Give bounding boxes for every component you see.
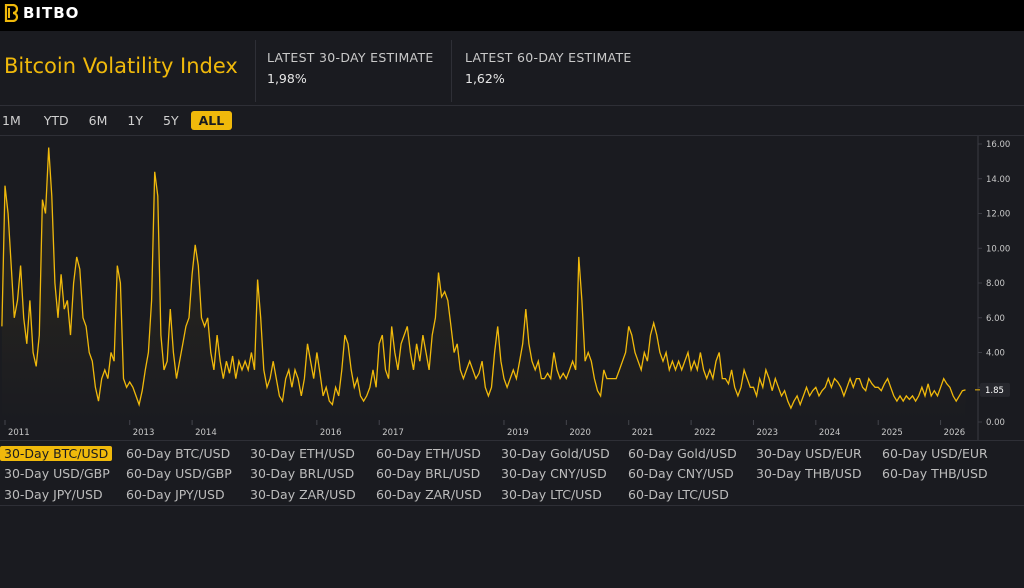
x-tick-label: 2026 bbox=[944, 428, 966, 438]
x-tick-label: 2017 bbox=[382, 428, 404, 438]
series-option-60-day-usd-eur[interactable]: 60-Day USD/EUR bbox=[882, 446, 988, 461]
x-tick-label: 2016 bbox=[320, 428, 342, 438]
series-option-60-day-zar-usd[interactable]: 60-Day ZAR/USD bbox=[376, 487, 482, 502]
last-value-badge bbox=[980, 382, 1010, 397]
y-tick-label: 12.00 bbox=[986, 210, 1010, 220]
x-tick-label: 2013 bbox=[133, 428, 155, 438]
series-row: 30-Day JPY/USD 60-Day JPY/USD 30-Day ZAR/U… bbox=[0, 487, 1024, 506]
y-tick-label: 16.00 bbox=[986, 140, 1010, 150]
y-tick-label: 4.00 bbox=[986, 349, 1005, 359]
divider bbox=[0, 505, 1024, 506]
x-tick-label: 2023 bbox=[756, 428, 778, 438]
series-option-60-day-btc-usd[interactable]: 60-Day BTC/USD bbox=[126, 446, 231, 461]
series-line-30-day-btc-usd bbox=[1, 147, 966, 410]
series-option-30-day-ltc-usd[interactable]: 30-Day LTC/USD bbox=[501, 487, 602, 502]
series-option-60-day-jpy-usd[interactable]: 60-Day JPY/USD bbox=[126, 487, 225, 502]
y-tick-label: 6.00 bbox=[986, 314, 1005, 324]
x-tick-label: 2011 bbox=[8, 428, 30, 438]
series-option-30-day-thb-usd[interactable]: 30-Day THB/USD bbox=[756, 466, 862, 481]
stat-60-day-value: 1,62% bbox=[465, 71, 505, 86]
series-option-60-day-eth-usd[interactable]: 60-Day ETH/USD bbox=[376, 446, 481, 461]
range-button-5y[interactable]: 5Y bbox=[163, 112, 179, 128]
y-tick-label: 8.00 bbox=[986, 279, 1005, 289]
series-row: 30-Day BTC/USD 60-Day BTC/USD 30-Day ETH/U… bbox=[0, 446, 1024, 465]
series-option-30-day-brl-usd[interactable]: 30-Day BRL/USD bbox=[250, 466, 355, 481]
series-option-60-day-cny-usd[interactable]: 60-Day CNY/USD bbox=[628, 466, 734, 481]
last-value-label: 1.85 bbox=[985, 386, 1004, 396]
x-tick-label: 2024 bbox=[819, 428, 841, 438]
series-option-30-day-btc-usd[interactable]: 30-Day BTC/USD bbox=[0, 446, 113, 461]
series-option-60-day-gold-usd[interactable]: 60-Day Gold/USD bbox=[628, 446, 737, 461]
range-button-all[interactable]: ALL bbox=[190, 110, 233, 130]
x-tick-label: 2021 bbox=[632, 428, 654, 438]
series-option-60-day-ltc-usd[interactable]: 60-Day LTC/USD bbox=[628, 487, 729, 502]
series-option-30-day-zar-usd[interactable]: 30-Day ZAR/USD bbox=[250, 487, 356, 502]
x-tick-label: 2025 bbox=[881, 428, 903, 438]
series-option-30-day-jpy-usd[interactable]: 30-Day JPY/USD bbox=[4, 487, 103, 502]
header bbox=[0, 31, 1024, 106]
range-button-6m[interactable]: 6M bbox=[88, 112, 108, 128]
series-row: 30-Day USD/GBP 60-Day USD/GBP 30-Day BRL/U… bbox=[0, 466, 1024, 485]
volatility-chart[interactable]: 2011 2013 2014 2016 2017 2019 2020 2021 2022 2023… bbox=[0, 136, 1024, 440]
page-title: Bitcoin Volatility Index bbox=[4, 54, 238, 78]
range-button-1m[interactable]: 1M bbox=[2, 112, 21, 128]
stat-30-day-label: LATEST 30-DAY ESTIMATE bbox=[267, 50, 434, 65]
range-selector: 1M YTD 6M 1Y 5Y ALL bbox=[0, 109, 236, 131]
x-tick-label: 2020 bbox=[569, 428, 591, 438]
series-option-60-day-brl-usd[interactable]: 60-Day BRL/USD bbox=[376, 466, 481, 481]
y-tick-label: 0.00 bbox=[986, 418, 1005, 428]
x-tick-label: 2022 bbox=[694, 428, 716, 438]
brand-name: BITBO bbox=[23, 4, 80, 22]
header-divider bbox=[255, 40, 256, 102]
series-option-60-day-usd-gbp[interactable]: 60-Day USD/GBP bbox=[126, 466, 232, 481]
stat-30-day-value: 1,98% bbox=[267, 71, 307, 86]
range-button-1y[interactable]: 1Y bbox=[127, 112, 143, 128]
header-divider bbox=[451, 40, 452, 102]
bitbo-logo-icon bbox=[4, 4, 18, 22]
x-tick-label: 2014 bbox=[195, 428, 217, 438]
x-tick-label: 2019 bbox=[507, 428, 529, 438]
series-option-30-day-cny-usd[interactable]: 30-Day CNY/USD bbox=[501, 466, 607, 481]
y-tick-label: 14.00 bbox=[986, 175, 1010, 185]
top-bar: BITBO bbox=[0, 0, 1024, 31]
chart-area[interactable]: 2011 2013 2014 2016 2017 2019 2020 2021 2022 2023… bbox=[0, 135, 1024, 441]
series-option-30-day-usd-gbp[interactable]: 30-Day USD/GBP bbox=[4, 466, 110, 481]
series-option-60-day-thb-usd[interactable]: 60-Day THB/USD bbox=[882, 466, 988, 481]
stat-60-day-label: LATEST 60-DAY ESTIMATE bbox=[465, 50, 632, 65]
brand-logo[interactable]: BITBO bbox=[4, 4, 79, 22]
y-tick-label: 10.00 bbox=[986, 244, 1010, 254]
series-option-30-day-gold-usd[interactable]: 30-Day Gold/USD bbox=[501, 446, 610, 461]
series-option-30-day-eth-usd[interactable]: 30-Day ETH/USD bbox=[250, 446, 355, 461]
range-button-ytd[interactable]: YTD bbox=[43, 112, 69, 128]
series-option-30-day-usd-eur[interactable]: 30-Day USD/EUR bbox=[756, 446, 862, 461]
series-area bbox=[1, 147, 966, 422]
